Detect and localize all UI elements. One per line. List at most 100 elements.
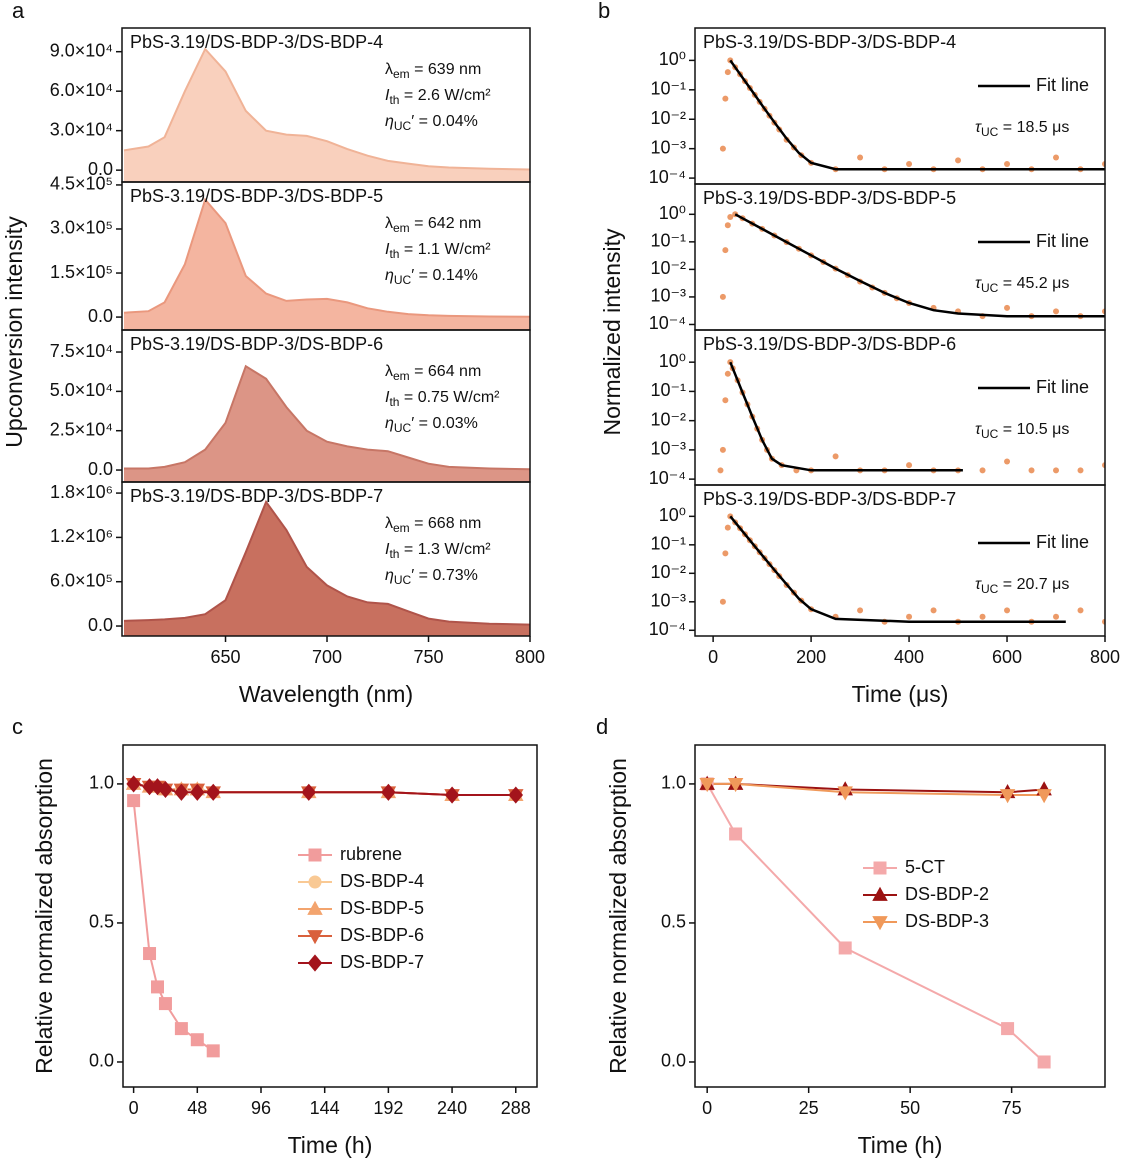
x-tick-label: 192	[373, 1098, 403, 1118]
y-tick-label: 0.5	[89, 912, 114, 932]
marker	[1001, 1022, 1015, 1036]
data-point	[1004, 458, 1011, 465]
y-axis-label: Relative normalized absorption	[31, 758, 57, 1074]
annotation-text: ′ = 0.14%	[411, 267, 478, 284]
marker	[699, 778, 715, 793]
plot-area	[719, 513, 1105, 625]
y-tick-label: 10⁻¹	[650, 79, 686, 99]
annotation: Ith = 2.6 W/cm²	[385, 87, 491, 107]
marker	[729, 827, 743, 841]
data-point	[719, 446, 726, 453]
annotation-symbol: I	[385, 87, 390, 104]
plot-area	[123, 47, 530, 182]
panel-label: b	[598, 0, 610, 23]
y-tick-label: 10⁻⁴	[649, 167, 686, 187]
annotation-symbol: η	[385, 415, 394, 432]
marker	[837, 786, 853, 801]
data-point	[717, 467, 724, 474]
annotation-text: = 1.1 W/cm²	[399, 241, 491, 258]
annotation-symbol: I	[385, 241, 390, 258]
data-point	[1077, 607, 1084, 614]
y-tick-label: 2.5×10⁴	[50, 419, 113, 439]
annotation-sub: em	[393, 67, 410, 81]
y-tick-label: 1.5×10⁵	[50, 262, 113, 282]
y-tick-label: 3.0×10⁴	[50, 119, 113, 139]
annotation-symbol: I	[385, 389, 390, 406]
y-tick-label: 10⁻²	[650, 108, 686, 128]
annotation: ηUC′ = 0.73%	[385, 567, 478, 587]
marker	[508, 786, 524, 804]
marker	[143, 947, 157, 961]
x-tick-label: 600	[992, 647, 1022, 667]
marker	[301, 783, 317, 801]
subplot-title: PbS-3.19/DS-BDP-3/DS-BDP-4	[703, 32, 956, 52]
y-tick-label: 10⁻⁴	[649, 313, 686, 333]
legend-label: Fit line	[1036, 532, 1089, 552]
annotation-text: ′ = 0.73%	[411, 567, 478, 584]
annotation-text: = 639 nm	[410, 61, 482, 78]
area	[124, 501, 530, 636]
y-tick-label: 9.0×10⁴	[50, 40, 113, 60]
x-tick-label: 200	[796, 647, 826, 667]
annotation: τUC = 10.5 μs	[975, 421, 1069, 441]
data-point	[724, 370, 731, 377]
marker	[1036, 789, 1052, 804]
area-line	[124, 364, 530, 471]
legend-marker	[307, 954, 323, 972]
subplot-title: PbS-3.19/DS-BDP-3/DS-BDP-5	[130, 186, 383, 206]
y-tick-label: 10⁻⁴	[649, 468, 686, 488]
annotation-symbol: η	[385, 113, 394, 130]
y-tick-label: 10⁻³	[650, 137, 686, 157]
plot-area	[124, 364, 530, 482]
annotation-sub: UC	[981, 427, 999, 441]
x-tick-label: 0	[708, 647, 718, 667]
annotation-sub: UC	[394, 119, 412, 133]
annotation-text: = 18.5 μs	[998, 119, 1069, 136]
legend-marker	[308, 848, 322, 862]
plot-frame	[122, 744, 538, 1088]
annotation-text: = 2.6 W/cm²	[399, 87, 491, 104]
annotation: τUC = 45.2 μs	[975, 275, 1069, 295]
data-point	[1004, 161, 1011, 168]
x-tick-label: 0	[129, 1098, 139, 1118]
x-tick-label: 650	[210, 647, 240, 667]
annotation-sub: UC	[981, 125, 999, 139]
legend-marker	[307, 900, 323, 915]
y-tick-label: 0.5	[661, 912, 686, 932]
x-tick-label: 288	[501, 1098, 531, 1118]
subplot-title: PbS-3.19/DS-BDP-3/DS-BDP-7	[130, 486, 383, 506]
y-tick-label: 5.0×10⁴	[50, 380, 113, 400]
x-tick-label: 750	[413, 647, 443, 667]
annotation: ηUC′ = 0.04%	[385, 113, 478, 133]
annotation-text: = 0.75 W/cm²	[399, 389, 500, 406]
annotation-sub: em	[393, 369, 410, 383]
x-tick-label: 144	[310, 1098, 340, 1118]
annotation-sub: UC	[981, 281, 999, 295]
annotation-text: = 642 nm	[410, 215, 482, 232]
series-line	[729, 515, 1066, 623]
x-tick-label: 25	[799, 1098, 819, 1118]
marker	[727, 778, 744, 793]
x-tick-label: 96	[251, 1098, 271, 1118]
data-point	[719, 145, 726, 152]
annotation: ηUC′ = 0.03%	[385, 415, 478, 435]
annotation-symbol: τ	[975, 119, 982, 136]
data-point	[722, 397, 729, 404]
y-tick-label: 10⁰	[659, 203, 686, 223]
annotation-text: = 10.5 μs	[998, 421, 1069, 438]
annotation-sub: UC	[394, 421, 412, 435]
y-tick-label: 1.0	[89, 773, 114, 793]
annotation: Ith = 0.75 W/cm²	[385, 389, 500, 409]
series-line	[729, 361, 963, 472]
marker	[190, 783, 205, 801]
marker	[205, 783, 221, 801]
legend-marker	[308, 875, 322, 889]
y-tick-label: 7.5×10⁴	[50, 341, 113, 361]
plot-frame	[694, 744, 1106, 1088]
y-axis-label: Normalized intensity	[599, 228, 625, 436]
plot-frame	[694, 484, 1106, 637]
panel-label: c	[12, 714, 23, 739]
y-tick-label: 10⁻²	[650, 258, 686, 278]
annotation: τUC = 18.5 μs	[975, 119, 1069, 139]
legend-label: DS-BDP-3	[905, 911, 989, 931]
